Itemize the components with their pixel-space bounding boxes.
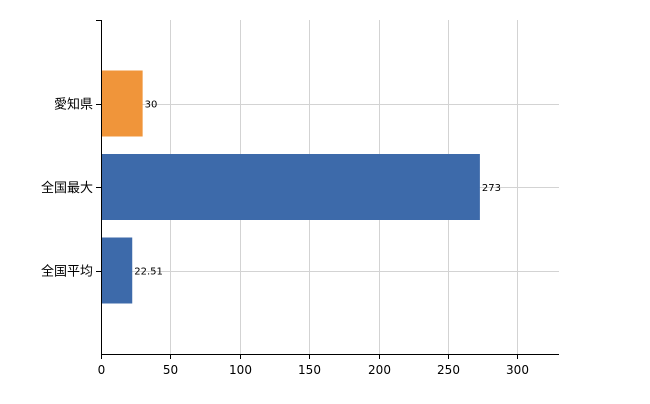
ticks — [96, 20, 518, 359]
category-label: 全国最大 — [41, 180, 93, 196]
category-label: 愛知県 — [54, 97, 93, 113]
x-tick-label: 0 — [98, 363, 106, 377]
x-tick-label: 100 — [229, 363, 252, 377]
data-label: 22.51 — [134, 267, 163, 278]
x-tick-label: 50 — [163, 363, 178, 377]
x-tick-label: 300 — [506, 363, 529, 377]
bar — [101, 154, 480, 220]
bars — [101, 70, 480, 304]
data-label: 273 — [482, 183, 501, 194]
axes — [101, 20, 559, 355]
labels: 0 50 100 150 200 250 300 愛知県 30 全国最大 273 全国平均 22.51 — [41, 97, 529, 378]
x-tick-label: 250 — [437, 363, 460, 377]
bar — [101, 70, 143, 137]
x-tick-label: 150 — [298, 363, 321, 377]
bar — [101, 237, 133, 304]
category-label: 全国平均 — [41, 264, 93, 280]
data-label: 30 — [145, 100, 158, 111]
x-tick-label: 200 — [368, 363, 391, 377]
